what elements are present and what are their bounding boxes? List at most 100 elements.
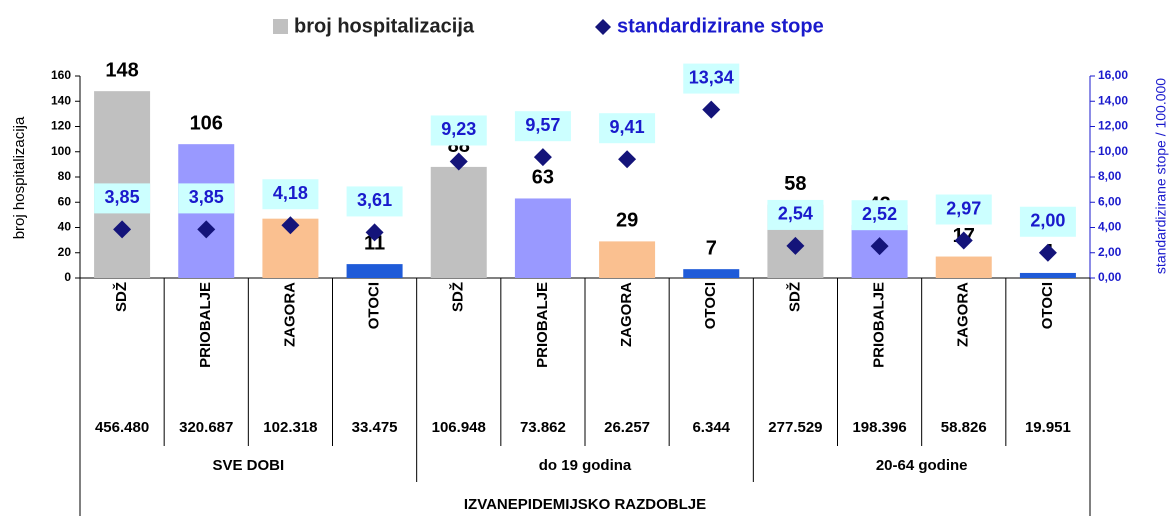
population-label: 106.948 <box>432 419 486 436</box>
rate-marker <box>365 223 384 242</box>
category-label: PRIOBALJE <box>871 282 888 368</box>
category-label: SDŽ <box>112 282 130 312</box>
bar-label: 29 <box>616 210 638 232</box>
bar <box>430 166 487 278</box>
y-tick-label: 40 <box>58 220 72 234</box>
bar-label: 106 <box>190 112 223 134</box>
y-tick-label: 20 <box>58 245 72 259</box>
category-label: PRIOBALJE <box>534 282 551 368</box>
y2-tick-label: 12,00 <box>1098 119 1128 133</box>
rate-label: 9,57 <box>525 115 560 135</box>
bar <box>346 264 403 278</box>
bar <box>599 241 656 278</box>
category-label: ZAGORA <box>618 282 635 347</box>
population-label: 456.480 <box>95 419 149 436</box>
group-label: SVE DOBI <box>212 457 284 474</box>
population-label: 320.687 <box>179 419 233 436</box>
category-label: SDŽ <box>785 282 803 312</box>
population-label: 198.396 <box>852 419 906 436</box>
category-label: ZAGORA <box>955 282 972 347</box>
category-label: ZAGORA <box>281 282 298 347</box>
category-label: SDŽ <box>449 282 467 312</box>
y-tick-label: 120 <box>51 119 71 133</box>
rate-label-box <box>1019 206 1076 237</box>
rate-marker <box>533 148 552 167</box>
category-label: OTOCI <box>1039 282 1056 329</box>
rate-marker <box>197 220 216 239</box>
y2-tick-label: 4,00 <box>1098 220 1122 234</box>
y-tick-label: 160 <box>51 68 71 82</box>
y2-axis-title: standardizirane stope / 100.000 <box>1153 78 1169 274</box>
y-tick-label: 0 <box>64 270 71 284</box>
y-axis-title: broj hospitalizacija <box>11 116 28 239</box>
group-label: do 19 godina <box>539 457 632 474</box>
rate-label: 2,52 <box>862 204 897 224</box>
rate-label: 2,97 <box>946 198 981 218</box>
category-label: OTOCI <box>702 282 719 329</box>
rate-label-box <box>935 194 992 225</box>
population-label: 26.257 <box>604 419 650 436</box>
y-tick-label: 60 <box>58 194 72 208</box>
legend-label: broj hospitalizacija <box>294 15 475 37</box>
y-tick-label: 140 <box>51 93 71 107</box>
bar-label: 148 <box>105 59 138 81</box>
rate-label-box <box>94 183 151 214</box>
y2-tick-label: 0,00 <box>1098 270 1122 284</box>
group-label: 20-64 godine <box>876 457 968 474</box>
population-label: 277.529 <box>768 419 822 436</box>
y2-tick-label: 14,00 <box>1098 93 1128 107</box>
population-label: 6.344 <box>692 419 730 436</box>
rate-marker <box>449 152 468 171</box>
rate-label-box <box>599 113 656 144</box>
rate-label: 13,34 <box>689 67 734 87</box>
bar-label: 7 <box>706 237 717 259</box>
rate-marker <box>954 231 973 250</box>
y2-tick-label: 16,00 <box>1098 68 1128 82</box>
rate-marker <box>702 100 721 119</box>
y2-tick-label: 6,00 <box>1098 194 1122 208</box>
period-label: IZVANEPIDEMIJSKO RAZDOBLJE <box>464 496 706 513</box>
bar <box>514 198 571 278</box>
rate-label-box <box>514 111 571 142</box>
population-label: 58.826 <box>941 419 987 436</box>
rate-label: 3,85 <box>105 187 140 207</box>
rate-marker <box>113 220 132 239</box>
rate-label-box <box>767 199 824 230</box>
population-label: 102.318 <box>263 419 317 436</box>
y2-tick-label: 10,00 <box>1098 144 1128 158</box>
y-tick-label: 80 <box>58 169 72 183</box>
rate-label-box <box>178 183 235 214</box>
population-label: 73.862 <box>520 419 566 436</box>
rate-marker <box>1038 243 1057 262</box>
rate-label: 3,85 <box>189 187 224 207</box>
legend-swatch <box>595 19 611 35</box>
rate-label-box <box>851 200 908 231</box>
rate-marker <box>618 150 637 169</box>
rate-label: 4,18 <box>273 183 308 203</box>
population-label: 33.475 <box>352 419 398 436</box>
bar <box>935 256 992 278</box>
bar-label: 63 <box>532 167 554 189</box>
bar <box>1019 272 1076 278</box>
bar-label: 11 <box>364 232 385 254</box>
population-label: 19.951 <box>1025 419 1071 436</box>
y2-tick-label: 2,00 <box>1098 245 1122 259</box>
rate-marker <box>786 236 805 255</box>
legend-label: standardizirane stope <box>617 15 824 37</box>
rate-label-box <box>683 63 740 94</box>
rate-marker <box>281 216 300 235</box>
rate-label-box <box>430 115 487 146</box>
rate-label: 2,00 <box>1030 211 1065 231</box>
category-label: PRIOBALJE <box>197 282 214 368</box>
rate-marker <box>870 237 889 256</box>
rate-label-box <box>346 186 403 217</box>
rate-label: 3,61 <box>357 190 392 210</box>
category-label: OTOCI <box>366 282 383 329</box>
legend-swatch <box>273 19 288 34</box>
bar-label: 58 <box>784 173 806 195</box>
y2-tick-label: 8,00 <box>1098 169 1122 183</box>
rate-label-box <box>262 179 319 210</box>
rate-label: 2,54 <box>778 204 813 224</box>
rate-label: 9,41 <box>610 117 645 137</box>
